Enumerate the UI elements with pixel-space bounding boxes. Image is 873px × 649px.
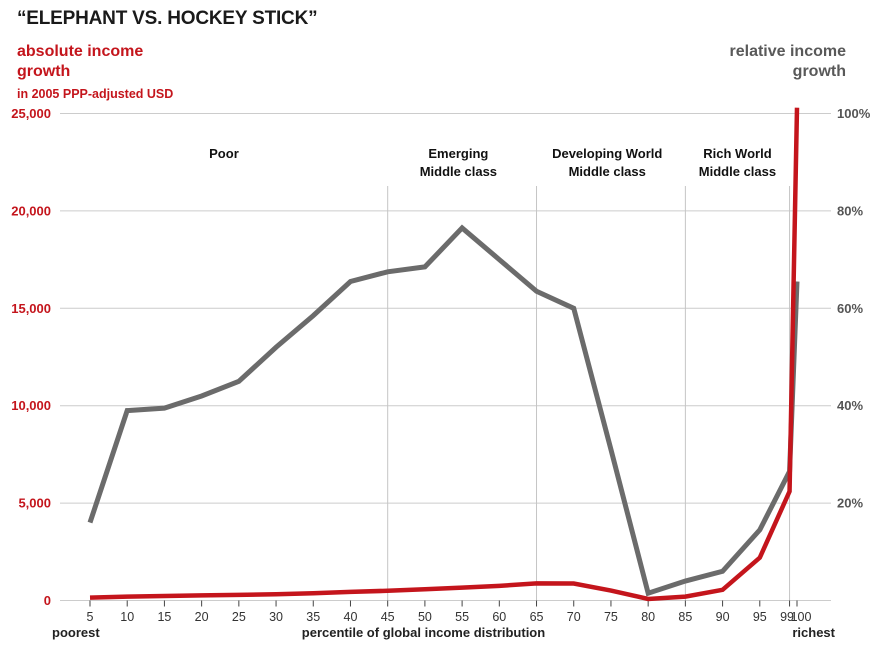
x-tick-label: 50	[418, 610, 432, 624]
x-tick-label: 20	[195, 610, 209, 624]
left-axis-legend-subtitle: in 2005 PPP-adjusted USD	[17, 87, 174, 101]
x-tick-label: 45	[381, 610, 395, 624]
left-axis-legend: absolute income growth	[17, 43, 144, 80]
x-axis-left-label: poorest	[52, 625, 100, 640]
series-line-relative	[87, 224, 800, 597]
x-axis-title: percentile of global income distribution	[301, 625, 546, 640]
y-axis-label-left: 0	[44, 593, 51, 608]
right-axis-legend: relative income growth	[729, 43, 847, 80]
x-tick-label: 99	[780, 610, 794, 624]
x-tick-label: 35	[306, 610, 320, 624]
x-tick-label: 5	[87, 610, 94, 624]
chart-title: “ELEPHANT VS. HOCKEY STICK”	[17, 8, 318, 29]
y-axis-label-right: 80%	[837, 203, 863, 218]
x-tick-label: 40	[344, 610, 358, 624]
x-tick-label: 30	[269, 610, 283, 624]
y-axis-label-left: 25,000	[11, 106, 51, 121]
y-axis-label-left: 15,000	[11, 301, 51, 316]
x-tick-label: 55	[455, 610, 469, 624]
y-axis-label-right: 20%	[837, 496, 863, 511]
x-tick-label: 60	[492, 610, 506, 624]
x-tick-label: 70	[567, 610, 581, 624]
category-label: Poor	[209, 146, 239, 161]
category-label: Emerging	[428, 146, 488, 161]
y-axis-label-right: 40%	[837, 398, 863, 413]
y-axis-label-right: 60%	[837, 301, 863, 316]
x-tick-label: 10	[120, 610, 134, 624]
category-label: Middle class	[569, 164, 646, 179]
category-label: Middle class	[699, 164, 776, 179]
series-line-absolute	[89, 107, 800, 602]
x-tick-label: 85	[678, 610, 692, 624]
x-tick-label: 100	[791, 610, 812, 624]
category-label: Middle class	[420, 164, 497, 179]
x-tick-label: 95	[753, 610, 767, 624]
x-tick-label: 25	[232, 610, 246, 624]
x-tick-label: 90	[716, 610, 730, 624]
x-tick-label: 80	[641, 610, 655, 624]
y-axis-label-left: 20,000	[11, 203, 51, 218]
x-tick-label: 65	[530, 610, 544, 624]
category-label: Developing World	[552, 146, 662, 161]
y-axis-label-left: 5,000	[18, 496, 51, 511]
category-label: Rich World	[703, 146, 771, 161]
x-tick-label: 15	[157, 610, 171, 624]
y-axis-label-left: 10,000	[11, 398, 51, 413]
x-tick-label: 75	[604, 610, 618, 624]
y-axis-label-right: 100%	[837, 106, 871, 121]
x-axis-right-label: richest	[792, 625, 835, 640]
